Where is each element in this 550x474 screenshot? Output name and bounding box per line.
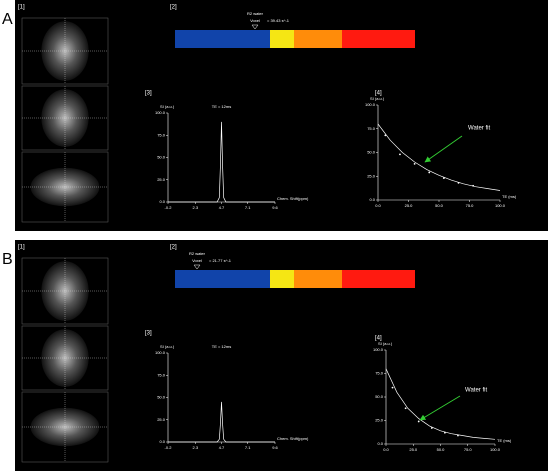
y-tick-label: 50.0 [367, 150, 376, 155]
marker-text: R2 water [247, 11, 264, 16]
spectrum-line [168, 121, 275, 203]
y-tick-label: 50.0 [375, 394, 384, 399]
y-tick-label: 50.0 [157, 395, 166, 400]
y-tick-label: 0.0 [159, 439, 165, 444]
y-tick-label: 100.0 [155, 110, 166, 115]
colorbar-segment [270, 270, 294, 288]
y-axis-label: SI (a.u.) [160, 104, 175, 109]
colorbar-segment [270, 30, 294, 48]
x-axis-label: TE (ms) [502, 194, 517, 199]
y-tick-label: 0.0 [159, 199, 165, 204]
annotation-arrow [424, 135, 463, 163]
x-tick-label: -0.2 [165, 445, 173, 450]
annotation: Water fit [465, 388, 487, 394]
x-tick-label: 9.6 [272, 445, 278, 450]
y-tick-label: 100.0 [365, 102, 376, 107]
spectrum-line [168, 401, 275, 443]
y-tick-label: 25.0 [157, 177, 166, 182]
y-axis-label: SI (a.u.) [160, 344, 175, 349]
y-tick-label: 100.0 [155, 350, 166, 355]
y-axis-label: SI (a.u.) [370, 96, 385, 101]
x-tick-label: 50.0 [435, 203, 444, 208]
colorbar-segment [175, 270, 270, 288]
marker [193, 264, 201, 270]
x-tick-label: 75.0 [464, 447, 473, 452]
x-tick-label: -0.2 [165, 205, 173, 210]
x-axis-label: TE (ms) [497, 438, 512, 443]
section-label: [3] [145, 331, 152, 337]
data-point [457, 434, 459, 437]
data-point [472, 184, 475, 187]
x-tick-label: 2.3 [193, 205, 199, 210]
section-label: [2] [170, 245, 177, 251]
data-point [428, 171, 431, 174]
colorbar-segment [294, 30, 342, 48]
panel-label: B [2, 251, 13, 268]
y-tick-label: 75.0 [367, 126, 376, 131]
x-tick-label: 7.1 [245, 205, 251, 210]
section-label: [1] [18, 5, 25, 11]
marker [251, 24, 259, 30]
y-tick-label: 25.0 [367, 173, 376, 178]
data-point [399, 153, 401, 156]
y-tick-label: 75.0 [157, 372, 166, 377]
x-axis-label: Chem. Shift(ppm) [277, 436, 309, 441]
marker-text: Voxel [192, 258, 202, 263]
x-tick-label: 100.0 [490, 447, 501, 452]
x-tick-label: 4.7 [219, 205, 225, 210]
colorbar-segment [342, 30, 415, 48]
y-tick-label: 100.0 [373, 347, 384, 352]
data-point [391, 386, 394, 389]
section-label: [3] [145, 91, 152, 97]
x-tick-label: 0.0 [383, 447, 389, 452]
x-axis-label: Chem. Shift(ppm) [277, 196, 309, 201]
value-text: = 39.43 s^-1 [267, 18, 290, 23]
y-tick-label: 50.0 [157, 155, 166, 160]
section-label: [4] [375, 91, 382, 97]
chart-title: TE = 12ms [212, 104, 231, 109]
data-point [384, 134, 387, 137]
panel-label: A [2, 11, 13, 28]
chart-title: TE = 12ms [212, 344, 231, 349]
fit-line [377, 123, 501, 191]
annotation: Water fit [468, 126, 490, 132]
section-label: [2] [170, 5, 177, 11]
data-point [417, 420, 420, 423]
y-tick-label: 25.0 [157, 417, 166, 422]
colorbar-segment [175, 30, 270, 48]
x-tick-label: 4.7 [219, 445, 225, 450]
y-tick-label: 25.0 [375, 418, 384, 423]
x-tick-label: 25.0 [409, 447, 418, 452]
x-tick-label: 2.3 [193, 445, 199, 450]
y-tick-label: 0.0 [377, 441, 383, 446]
x-tick-label: 50.0 [437, 447, 446, 452]
marker-text: R2 water [189, 251, 206, 256]
value-text: = 21.77 s^-1 [209, 258, 232, 263]
data-point [443, 431, 446, 434]
x-tick-label: 0.0 [375, 203, 381, 208]
data-point [413, 163, 416, 165]
colorbar-segment [342, 270, 415, 288]
colorbar-segment [294, 270, 342, 288]
x-tick-label: 75.0 [466, 203, 475, 208]
y-axis-label: SI (a.u.) [378, 341, 393, 346]
x-tick-label: 100.0 [495, 203, 506, 208]
y-tick-label: 75.0 [157, 132, 166, 137]
x-tick-label: 9.6 [272, 205, 278, 210]
data-point [430, 427, 433, 429]
annotation-arrow [419, 395, 461, 421]
data-point [457, 182, 460, 184]
data-point [442, 177, 445, 180]
section-label: [1] [18, 245, 25, 251]
data-point [404, 407, 407, 410]
marker-text: Voxel [250, 18, 260, 23]
section-label: [4] [375, 336, 382, 342]
x-tick-label: 7.1 [245, 445, 251, 450]
fit-line [385, 368, 496, 440]
x-tick-label: 25.0 [405, 203, 414, 208]
y-tick-label: 75.0 [375, 371, 384, 376]
y-tick-label: 0.0 [369, 197, 375, 202]
